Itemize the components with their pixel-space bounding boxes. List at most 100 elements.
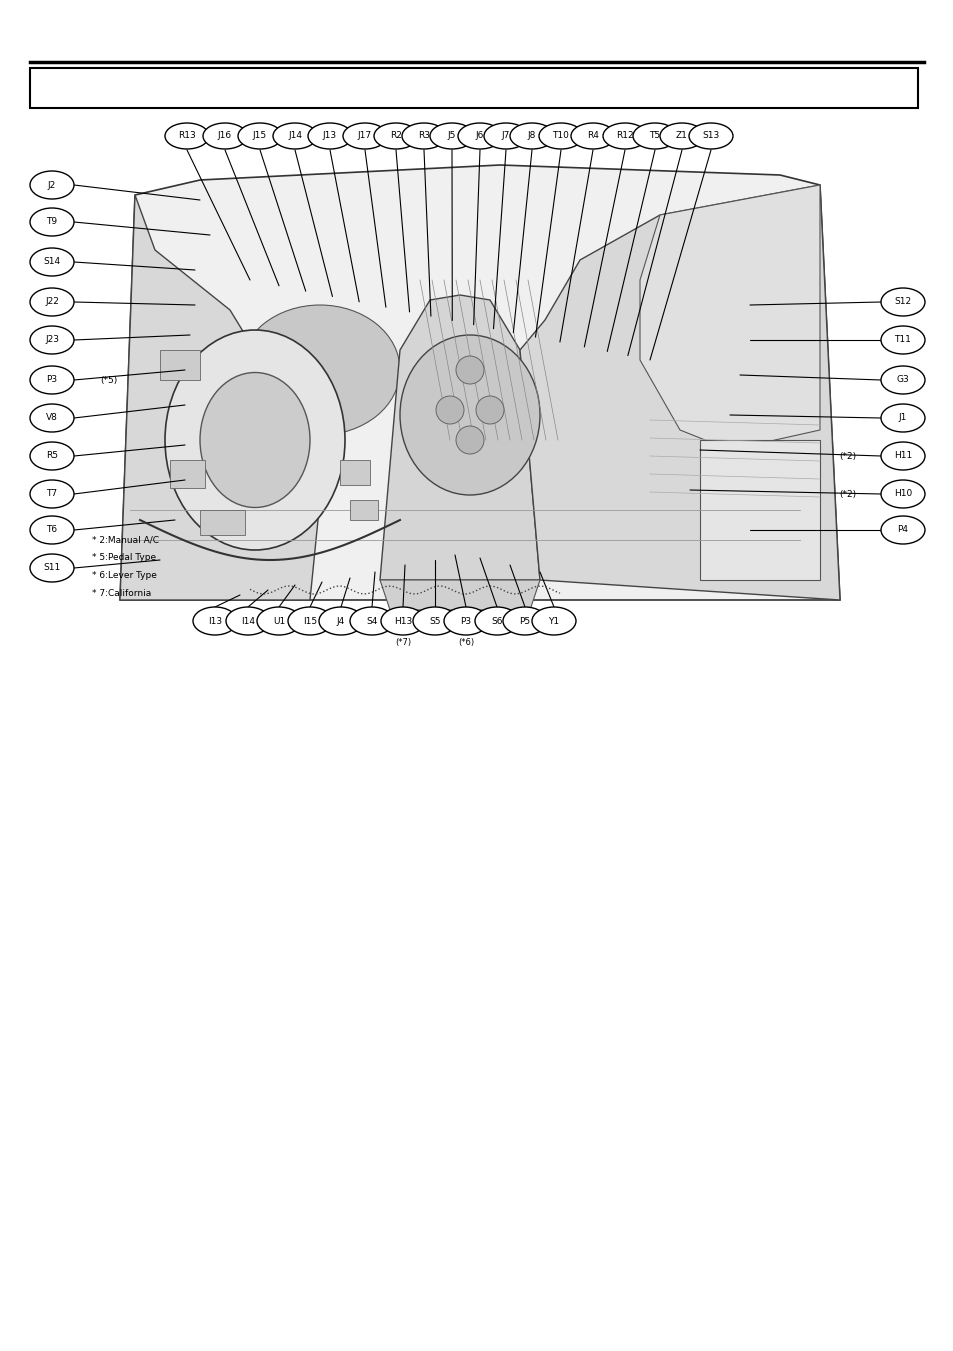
Ellipse shape xyxy=(602,123,646,149)
Text: J2: J2 xyxy=(48,181,56,189)
Text: G3: G3 xyxy=(896,376,908,385)
Bar xyxy=(160,350,200,380)
Text: J6: J6 xyxy=(476,131,484,141)
Text: * 5:Pedal Type: * 5:Pedal Type xyxy=(91,554,156,562)
Bar xyxy=(200,509,245,535)
Ellipse shape xyxy=(399,335,539,494)
Text: P3: P3 xyxy=(47,376,57,385)
Text: R3: R3 xyxy=(417,131,430,141)
Ellipse shape xyxy=(880,288,924,316)
Text: S11: S11 xyxy=(43,563,61,573)
Ellipse shape xyxy=(510,123,554,149)
Polygon shape xyxy=(120,195,319,600)
Text: T5: T5 xyxy=(649,131,659,141)
Text: P5: P5 xyxy=(518,616,530,626)
Ellipse shape xyxy=(880,480,924,508)
Text: R4: R4 xyxy=(586,131,598,141)
Polygon shape xyxy=(379,580,539,611)
Ellipse shape xyxy=(502,607,546,635)
Ellipse shape xyxy=(457,123,501,149)
Ellipse shape xyxy=(240,305,399,435)
Ellipse shape xyxy=(165,330,345,550)
Text: T6: T6 xyxy=(47,526,57,535)
Text: J13: J13 xyxy=(323,131,336,141)
Text: T11: T11 xyxy=(894,335,910,345)
Text: R13: R13 xyxy=(178,131,195,141)
Ellipse shape xyxy=(30,554,74,582)
Ellipse shape xyxy=(30,480,74,508)
Text: T10: T10 xyxy=(552,131,569,141)
Text: S13: S13 xyxy=(701,131,719,141)
Text: T7: T7 xyxy=(47,489,57,499)
Ellipse shape xyxy=(633,123,677,149)
Ellipse shape xyxy=(30,366,74,394)
Text: S5: S5 xyxy=(429,616,440,626)
Text: (*2): (*2) xyxy=(838,489,855,499)
Text: * 2:Manual A/C: * 2:Manual A/C xyxy=(91,535,159,544)
Text: S14: S14 xyxy=(44,258,60,266)
Bar xyxy=(30,68,917,108)
Text: * 7:California: * 7:California xyxy=(91,589,152,598)
Ellipse shape xyxy=(476,396,503,424)
Text: J4: J4 xyxy=(336,616,345,626)
Ellipse shape xyxy=(203,123,247,149)
Polygon shape xyxy=(379,295,539,580)
Ellipse shape xyxy=(880,442,924,470)
Ellipse shape xyxy=(430,123,474,149)
Polygon shape xyxy=(700,440,820,580)
Ellipse shape xyxy=(659,123,703,149)
Ellipse shape xyxy=(374,123,417,149)
Text: J17: J17 xyxy=(357,131,372,141)
Text: (*5): (*5) xyxy=(100,376,117,385)
Ellipse shape xyxy=(483,123,527,149)
Ellipse shape xyxy=(532,607,576,635)
Polygon shape xyxy=(120,165,840,600)
Text: S6: S6 xyxy=(491,616,502,626)
Ellipse shape xyxy=(165,123,209,149)
Ellipse shape xyxy=(456,426,483,454)
Text: I14: I14 xyxy=(241,616,254,626)
Text: (*2): (*2) xyxy=(838,451,855,461)
Text: Y1: Y1 xyxy=(548,616,559,626)
Text: J22: J22 xyxy=(45,297,59,307)
Text: H13: H13 xyxy=(394,616,412,626)
Text: J14: J14 xyxy=(288,131,302,141)
Ellipse shape xyxy=(318,607,363,635)
Ellipse shape xyxy=(413,607,456,635)
Text: I13: I13 xyxy=(208,616,222,626)
Ellipse shape xyxy=(380,607,424,635)
Ellipse shape xyxy=(30,249,74,276)
Ellipse shape xyxy=(30,208,74,236)
Ellipse shape xyxy=(237,123,282,149)
Ellipse shape xyxy=(308,123,352,149)
Text: J8: J8 xyxy=(527,131,536,141)
Ellipse shape xyxy=(30,516,74,544)
Ellipse shape xyxy=(343,123,387,149)
Text: H10: H10 xyxy=(893,489,911,499)
Text: Z1: Z1 xyxy=(676,131,687,141)
Ellipse shape xyxy=(571,123,615,149)
Text: S4: S4 xyxy=(366,616,377,626)
Ellipse shape xyxy=(456,357,483,384)
Ellipse shape xyxy=(226,607,270,635)
Ellipse shape xyxy=(256,607,301,635)
Ellipse shape xyxy=(350,607,394,635)
Text: J16: J16 xyxy=(217,131,232,141)
Text: J15: J15 xyxy=(253,131,267,141)
Text: R5: R5 xyxy=(46,451,58,461)
Ellipse shape xyxy=(30,288,74,316)
Ellipse shape xyxy=(880,366,924,394)
Text: R12: R12 xyxy=(616,131,633,141)
Text: V8: V8 xyxy=(46,413,58,423)
Ellipse shape xyxy=(200,373,310,508)
Ellipse shape xyxy=(475,607,518,635)
Ellipse shape xyxy=(30,172,74,199)
Ellipse shape xyxy=(443,607,488,635)
Ellipse shape xyxy=(880,326,924,354)
Text: * 6:Lever Type: * 6:Lever Type xyxy=(91,571,156,581)
Bar xyxy=(170,459,205,488)
Text: H11: H11 xyxy=(893,451,911,461)
Text: J1: J1 xyxy=(898,413,906,423)
Bar xyxy=(339,459,370,485)
Ellipse shape xyxy=(688,123,732,149)
